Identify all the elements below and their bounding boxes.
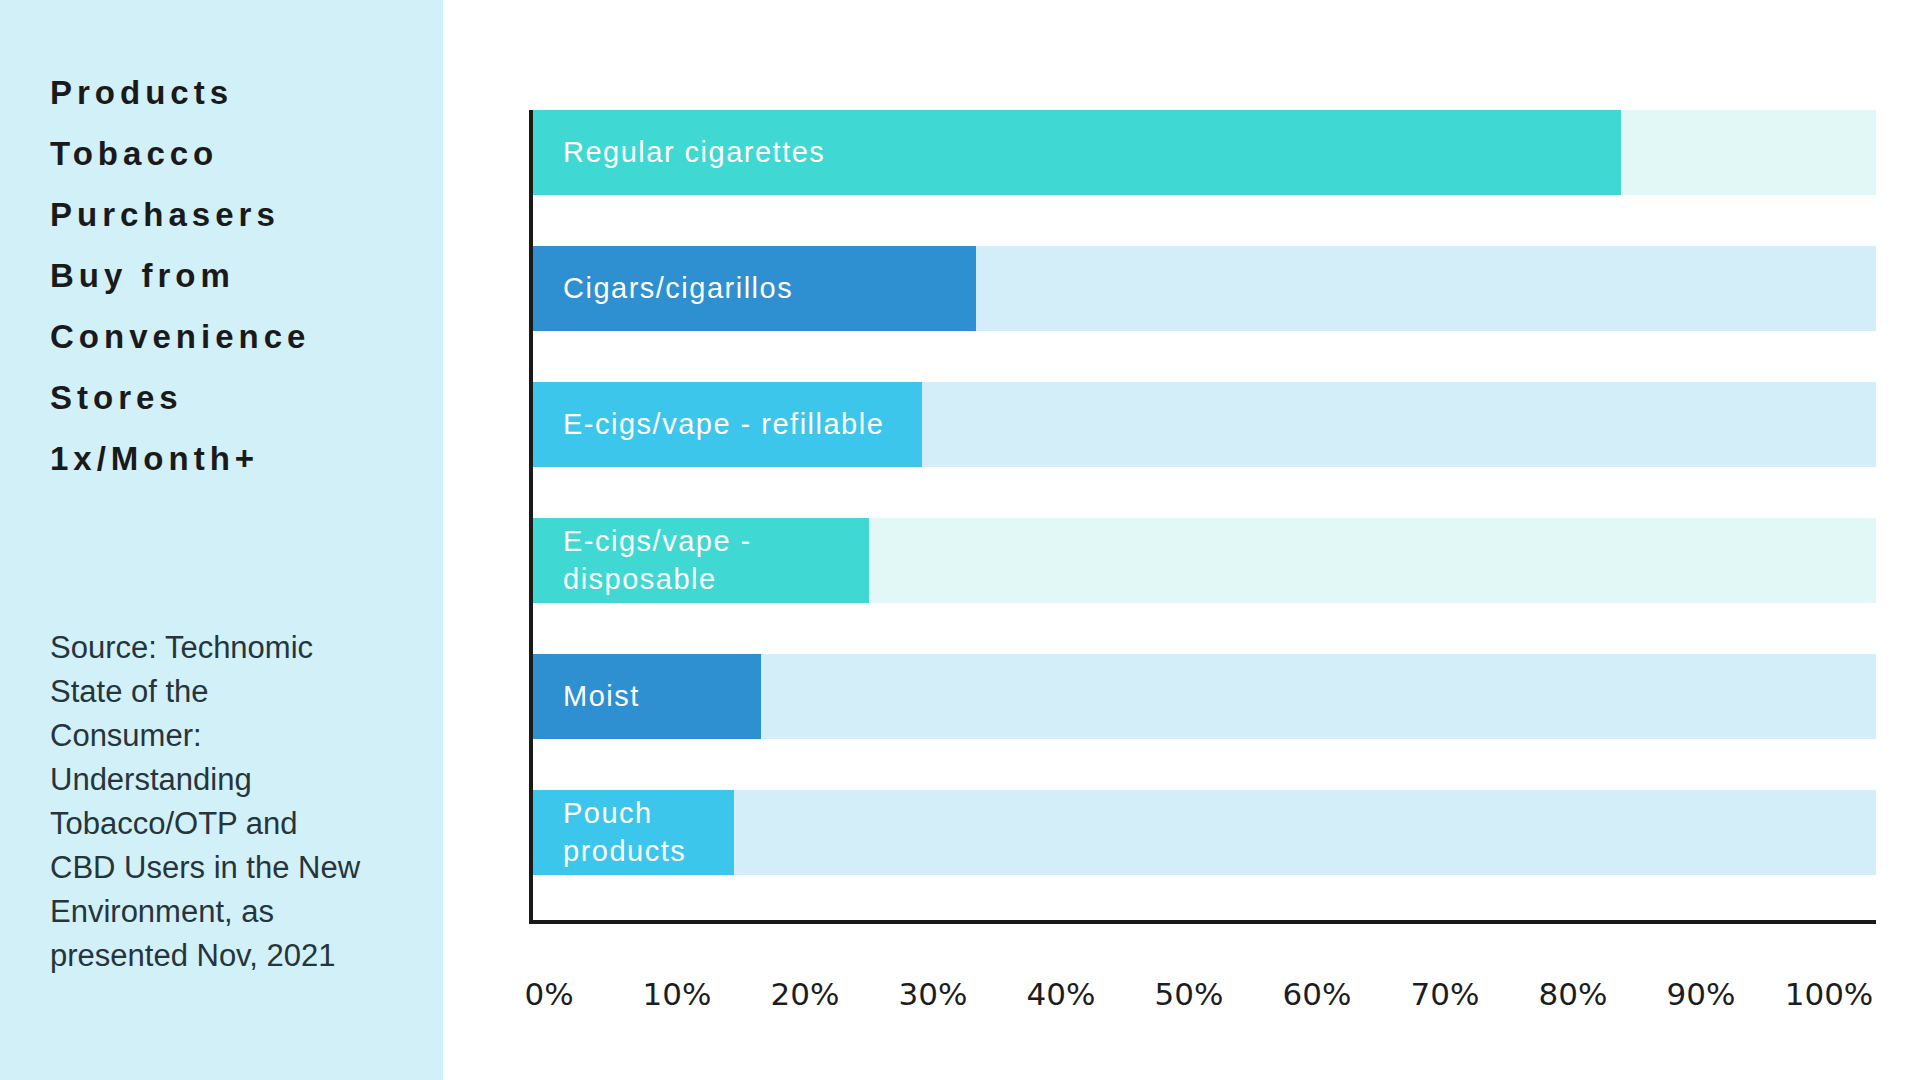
bar-track: E-cigs/vape - refillable	[533, 382, 1876, 467]
x-tick-label: 100%	[1785, 976, 1874, 1012]
sidebar: Products Tobacco Purchasers Buy from Con…	[0, 0, 443, 1080]
source-note: Source: Technomic State of the Consumer:…	[50, 626, 425, 978]
x-tick-label: 50%	[1155, 976, 1224, 1012]
x-tick-label: 10%	[643, 976, 712, 1012]
x-tick-label: 80%	[1539, 976, 1608, 1012]
bar: Regular cigarettes	[533, 110, 1621, 195]
x-axis-tick-labels: 0%10%20%30%40%50%60%70%80%90%100%	[533, 976, 1876, 1016]
bar-track: Pouch products	[533, 790, 1876, 875]
bar-label: Regular cigarettes	[563, 134, 825, 172]
chart-title: Products Tobacco Purchasers Buy from Con…	[50, 62, 415, 489]
x-tick-label: 30%	[899, 976, 968, 1012]
x-tick-label: 40%	[1027, 976, 1096, 1012]
x-tick-label: 90%	[1667, 976, 1736, 1012]
bar-label: Pouch products	[563, 795, 686, 870]
bar-track: Regular cigarettes	[533, 110, 1876, 195]
x-tick-label: 70%	[1411, 976, 1480, 1012]
bar-track: Moist	[533, 654, 1876, 739]
bar-track: Cigars/cigarillos	[533, 246, 1876, 331]
bar-label: Cigars/cigarillos	[563, 270, 793, 308]
bar: Pouch products	[533, 790, 734, 875]
bar-rows: Regular cigarettes Cigars/cigarillos E-cig…	[533, 110, 1876, 875]
x-tick-label: 20%	[771, 976, 840, 1012]
bar: Moist	[533, 654, 761, 739]
x-tick-label: 60%	[1283, 976, 1352, 1012]
bar: Cigars/cigarillos	[533, 246, 976, 331]
bar-label: Moist	[563, 678, 640, 716]
bar-track: E-cigs/vape - disposable	[533, 518, 1876, 603]
page: Products Tobacco Purchasers Buy from Con…	[0, 0, 1920, 1080]
bar: E-cigs/vape - refillable	[533, 382, 922, 467]
bar: E-cigs/vape - disposable	[533, 518, 869, 603]
x-tick-label: 0%	[524, 976, 573, 1012]
bar-label: E-cigs/vape - disposable	[563, 523, 752, 598]
bar-plot: Regular cigarettes Cigars/cigarillos E-cig…	[529, 110, 1876, 924]
bar-label: E-cigs/vape - refillable	[563, 406, 884, 444]
